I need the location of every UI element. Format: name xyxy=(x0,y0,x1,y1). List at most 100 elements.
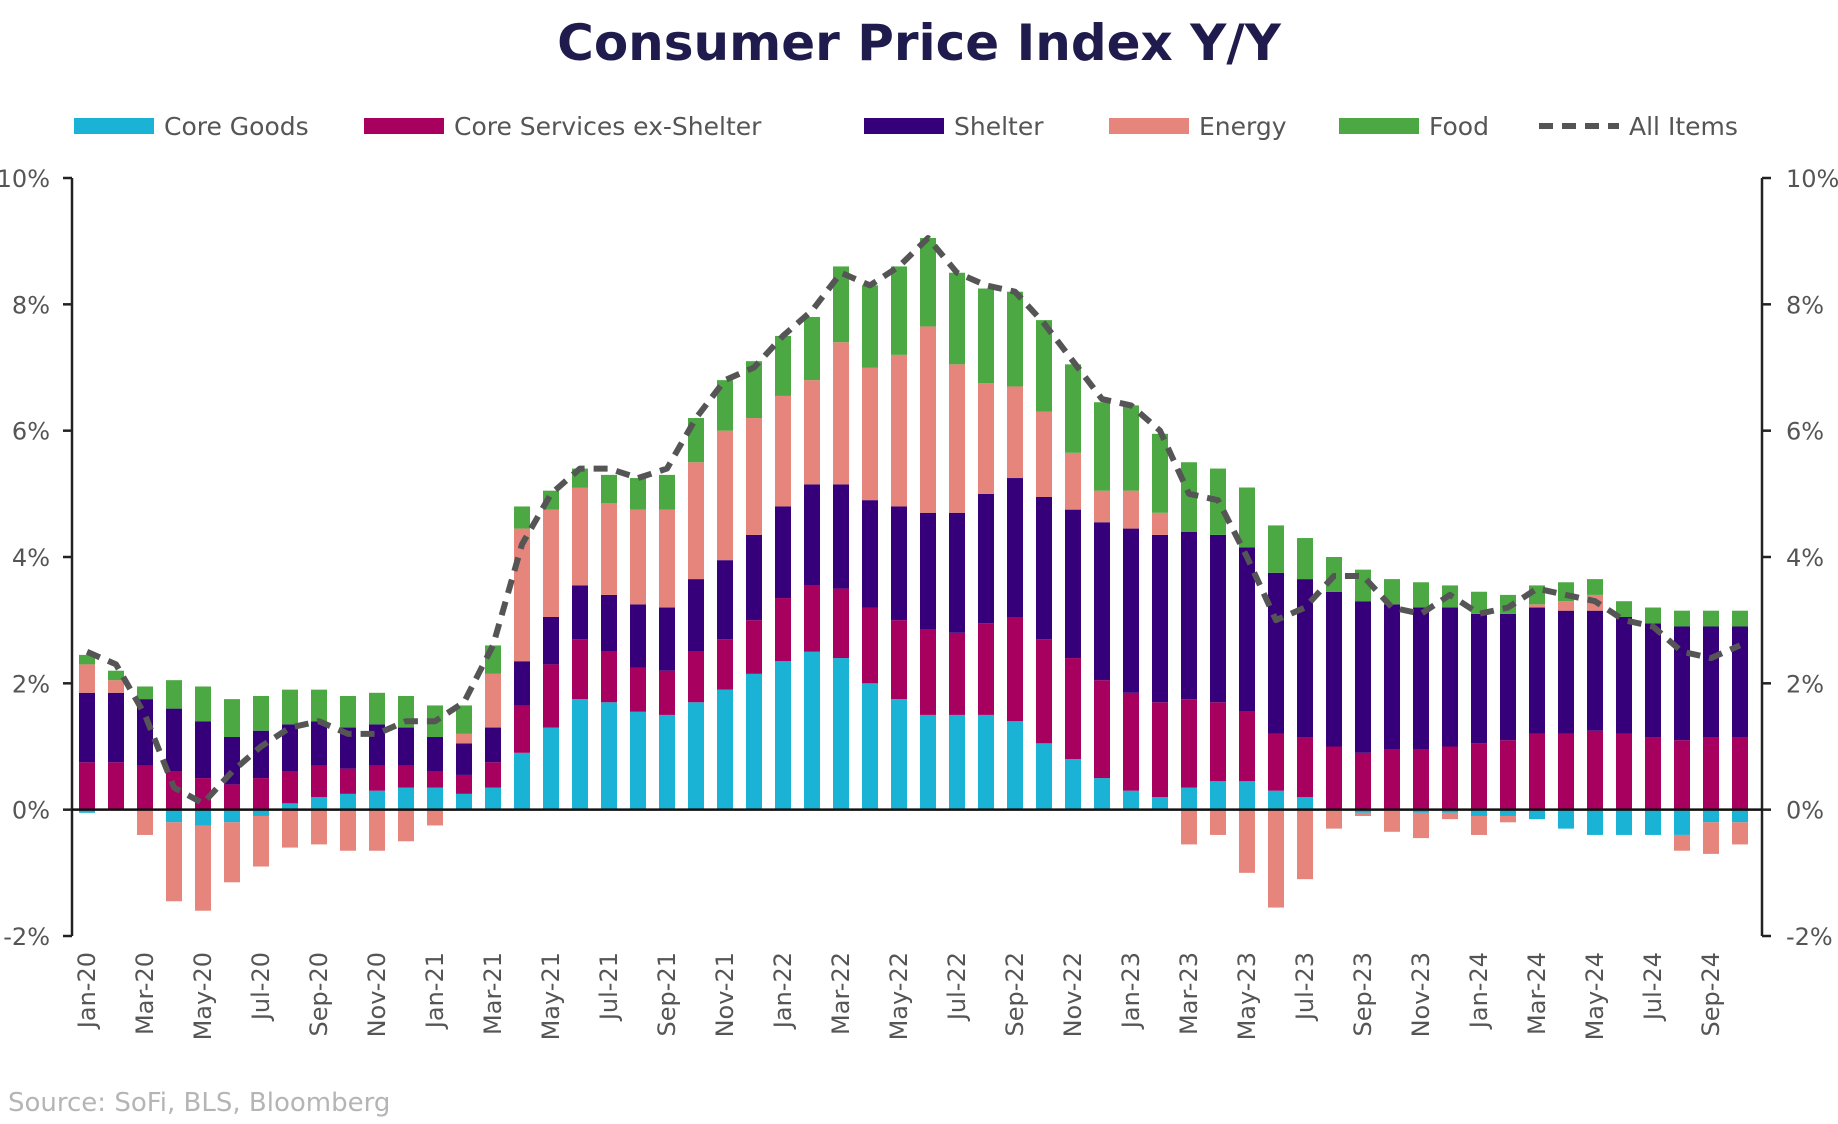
x-tick-label: Jul-20 xyxy=(247,952,275,1022)
bar-shelter-jan-23 xyxy=(1123,528,1139,693)
legend-item-food: Food xyxy=(1339,112,1489,141)
x-tick-label: Mar-24 xyxy=(1523,952,1551,1035)
bar-energy-dec-23 xyxy=(1442,812,1458,820)
bar-food-aug-24 xyxy=(1674,610,1690,627)
bar-core-goods-oct-22 xyxy=(1036,743,1052,810)
bar-food-jul-22 xyxy=(949,272,965,365)
bar-core-goods-dec-20 xyxy=(398,787,414,810)
bar-core-services-ex-shelter-jul-20 xyxy=(253,778,269,810)
bar-core-services-ex-shelter-dec-22 xyxy=(1094,680,1110,779)
x-tick-label: May-22 xyxy=(885,952,913,1040)
bar-core-goods-jun-21 xyxy=(572,699,588,810)
bar-shelter-dec-23 xyxy=(1442,607,1458,747)
bar-core-services-ex-shelter-feb-23 xyxy=(1152,702,1168,798)
bar-core-goods-aug-21 xyxy=(630,711,646,810)
left-y-axis: 10% 8% 6% 4% 2% 0% -2% xyxy=(0,165,74,951)
bar-energy-dec-20 xyxy=(398,809,414,842)
bar-energy-jan-21 xyxy=(427,809,443,826)
legend-label: Core Goods xyxy=(164,112,309,141)
bar-shelter-jul-20 xyxy=(253,730,269,779)
bar-shelter-sep-20 xyxy=(311,721,327,766)
bar-shelter-feb-24 xyxy=(1500,613,1516,741)
bar-core-goods-oct-21 xyxy=(688,702,704,810)
bar-core-services-ex-shelter-jan-20 xyxy=(79,762,95,810)
x-tick-label: Nov-23 xyxy=(1407,952,1435,1037)
bar-shelter-oct-21 xyxy=(688,579,704,652)
y-tick-label-left: 0% xyxy=(12,797,50,825)
bar-food-oct-23 xyxy=(1384,579,1400,605)
bar-core-goods-nov-23 xyxy=(1413,809,1429,813)
bar-food-nov-22 xyxy=(1065,364,1081,453)
bar-core-services-ex-shelter-jan-23 xyxy=(1123,692,1139,791)
bar-energy-aug-21 xyxy=(630,509,646,605)
bar-food-jan-20 xyxy=(79,654,95,665)
bar-core-goods-aug-24 xyxy=(1674,809,1690,835)
bar-core-services-ex-shelter-jul-23 xyxy=(1297,737,1313,798)
bar-food-nov-20 xyxy=(369,692,385,725)
bar-shelter-jun-22 xyxy=(920,512,936,630)
bar-energy-oct-23 xyxy=(1384,809,1400,832)
bar-energy-nov-22 xyxy=(1065,452,1081,510)
bar-shelter-aug-22 xyxy=(978,493,994,624)
bar-core-services-ex-shelter-jul-24 xyxy=(1645,737,1661,810)
bar-energy-aug-20 xyxy=(282,809,298,848)
bar-shelter-mar-20 xyxy=(137,699,153,766)
bar-food-apr-21 xyxy=(514,506,530,529)
bar-shelter-mar-22 xyxy=(833,484,849,589)
bar-core-services-ex-shelter-may-23 xyxy=(1239,711,1255,782)
bar-shelter-nov-22 xyxy=(1065,509,1081,659)
bar-shelter-jun-21 xyxy=(572,585,588,640)
bar-energy-apr-23 xyxy=(1210,809,1226,835)
bar-core-goods-sep-20 xyxy=(311,797,327,810)
bar-energy-jan-22 xyxy=(775,395,791,507)
bar-energy-apr-22 xyxy=(862,367,878,501)
bar-food-jul-21 xyxy=(601,474,617,504)
bar-core-goods-sep-22 xyxy=(1007,721,1023,810)
legend-item-core-services-ex-shelter: Core Services ex-Shelter xyxy=(364,112,762,141)
x-tick-label: May-20 xyxy=(189,952,217,1040)
bar-shelter-sep-23 xyxy=(1355,601,1371,753)
bar-food-aug-21 xyxy=(630,478,646,510)
bar-shelter-jan-24 xyxy=(1471,613,1487,744)
bar-core-services-ex-shelter-apr-23 xyxy=(1210,702,1226,782)
y-tick-label-right: 8% xyxy=(1786,291,1824,319)
bar-energy-oct-24 xyxy=(1732,822,1748,845)
bar-energy-jul-20 xyxy=(253,815,269,867)
bar-core-services-ex-shelter-sep-22 xyxy=(1007,617,1023,722)
bar-core-goods-jun-23 xyxy=(1268,790,1284,810)
bar-core-services-ex-shelter-jul-22 xyxy=(949,632,965,715)
x-tick-label: Jan-24 xyxy=(1465,952,1493,1030)
bar-food-feb-23 xyxy=(1152,433,1168,513)
bar-core-services-ex-shelter-aug-20 xyxy=(282,771,298,804)
y-tick-label-right: 4% xyxy=(1786,544,1824,572)
bar-shelter-jul-22 xyxy=(949,512,965,633)
bar-core-goods-apr-22 xyxy=(862,683,878,810)
bar-food-may-24 xyxy=(1587,579,1603,595)
bar-core-services-ex-shelter-dec-21 xyxy=(746,620,762,674)
bar-food-jun-20 xyxy=(224,699,240,738)
bar-core-services-ex-shelter-jun-20 xyxy=(224,784,240,810)
bar-core-goods-sep-24 xyxy=(1703,809,1719,823)
bar-energy-jun-21 xyxy=(572,487,588,586)
legend-item-all-items: All Items xyxy=(1539,112,1738,141)
bar-core-services-ex-shelter-mar-21 xyxy=(485,762,501,788)
x-tick-label: May-24 xyxy=(1581,952,1609,1040)
bar-core-goods-jun-20 xyxy=(224,809,240,823)
bar-core-services-ex-shelter-nov-23 xyxy=(1413,749,1429,810)
bar-food-aug-22 xyxy=(978,288,994,384)
bar-energy-feb-24 xyxy=(1500,815,1516,823)
bar-shelter-oct-20 xyxy=(340,727,356,769)
bar-core-services-ex-shelter-sep-20 xyxy=(311,765,327,798)
bar-food-nov-23 xyxy=(1413,582,1429,608)
bar-core-services-ex-shelter-mar-20 xyxy=(137,765,153,810)
bar-core-services-ex-shelter-feb-21 xyxy=(456,774,472,794)
bar-energy-aug-22 xyxy=(978,383,994,494)
x-tick-label: Nov-21 xyxy=(711,952,739,1037)
bar-energy-apr-24 xyxy=(1558,601,1574,611)
bar-core-services-ex-shelter-sep-23 xyxy=(1355,752,1371,810)
right-y-axis: 10% 8% 6% 4% 2% 0% -2% xyxy=(1760,165,1838,951)
bar-food-oct-22 xyxy=(1036,320,1052,412)
bar-core-services-ex-shelter-aug-21 xyxy=(630,667,646,712)
bar-food-mar-22 xyxy=(833,266,849,343)
bar-core-goods-mar-21 xyxy=(485,787,501,810)
